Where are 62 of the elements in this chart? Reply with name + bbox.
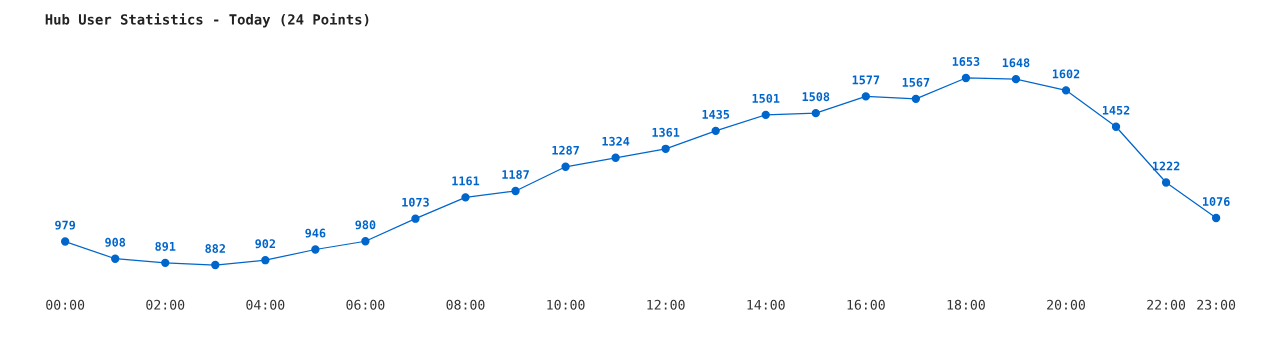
data-label: 1577 [852, 75, 880, 85]
data-label: 1076 [1202, 197, 1230, 206]
data-label: 1501 [752, 93, 780, 103]
data-label: 1287 [552, 145, 579, 155]
x-tick-label: 22:00 [1147, 299, 1186, 310]
point [711, 126, 720, 136]
chart-title: Hub User Statistics - Today (24 Points) [45, 13, 369, 28]
point [761, 110, 770, 120]
point [1111, 122, 1121, 131]
data-label: 979 [55, 220, 76, 230]
data-label: 1602 [1052, 69, 1080, 79]
data-label: 1508 [802, 92, 830, 102]
data-label: 1187 [502, 170, 529, 180]
point [111, 254, 120, 263]
data-label: 908 [105, 237, 126, 247]
x-tick-label: 00:00 [46, 299, 85, 310]
x-tick-label: 08:00 [446, 299, 485, 310]
data-label: 902 [255, 239, 276, 249]
point [611, 153, 620, 162]
point [361, 237, 370, 246]
x-tick-label: 23:00 [1197, 299, 1236, 310]
data-label: 1324 [602, 136, 630, 146]
point [811, 108, 820, 118]
data-label: 1361 [652, 127, 680, 137]
x-tick-label: 02:00 [146, 299, 185, 310]
data-label: 882 [205, 244, 225, 254]
x-tick-label: 16:00 [847, 299, 885, 310]
point [411, 214, 420, 223]
x-tick-label: 12:00 [647, 299, 685, 310]
point [311, 245, 320, 254]
point [861, 92, 870, 101]
x-tick-label: 10:00 [547, 299, 585, 310]
data-label: 891 [155, 241, 176, 251]
point [1161, 178, 1171, 187]
data-label: 1435 [702, 109, 730, 119]
point [561, 162, 570, 171]
point [161, 258, 170, 268]
x-tick-label: 18:00 [947, 299, 985, 310]
x-tick-label: 04:00 [246, 299, 285, 310]
x-tick-label: 06:00 [346, 299, 385, 310]
point [60, 237, 70, 246]
point [1011, 75, 1021, 84]
data-label: 1653 [952, 57, 980, 66]
point [211, 260, 220, 270]
data-label: 980 [355, 220, 376, 230]
data-label: 1161 [452, 176, 480, 186]
point [511, 186, 520, 196]
point [1211, 213, 1221, 223]
point [961, 73, 971, 83]
data-label: 1567 [902, 77, 930, 87]
x-tick-label: 14:00 [747, 299, 785, 310]
data-label: 946 [305, 228, 326, 238]
data-label: 1452 [1102, 105, 1130, 115]
data-label: 1648 [1002, 58, 1030, 68]
data-label: 1073 [402, 197, 429, 207]
point [661, 144, 670, 153]
point [261, 256, 270, 265]
data-label: 1222 [1152, 161, 1180, 171]
point [1061, 86, 1071, 95]
x-tick-label: 20:00 [1047, 299, 1085, 310]
point [911, 94, 921, 103]
point [461, 193, 470, 202]
